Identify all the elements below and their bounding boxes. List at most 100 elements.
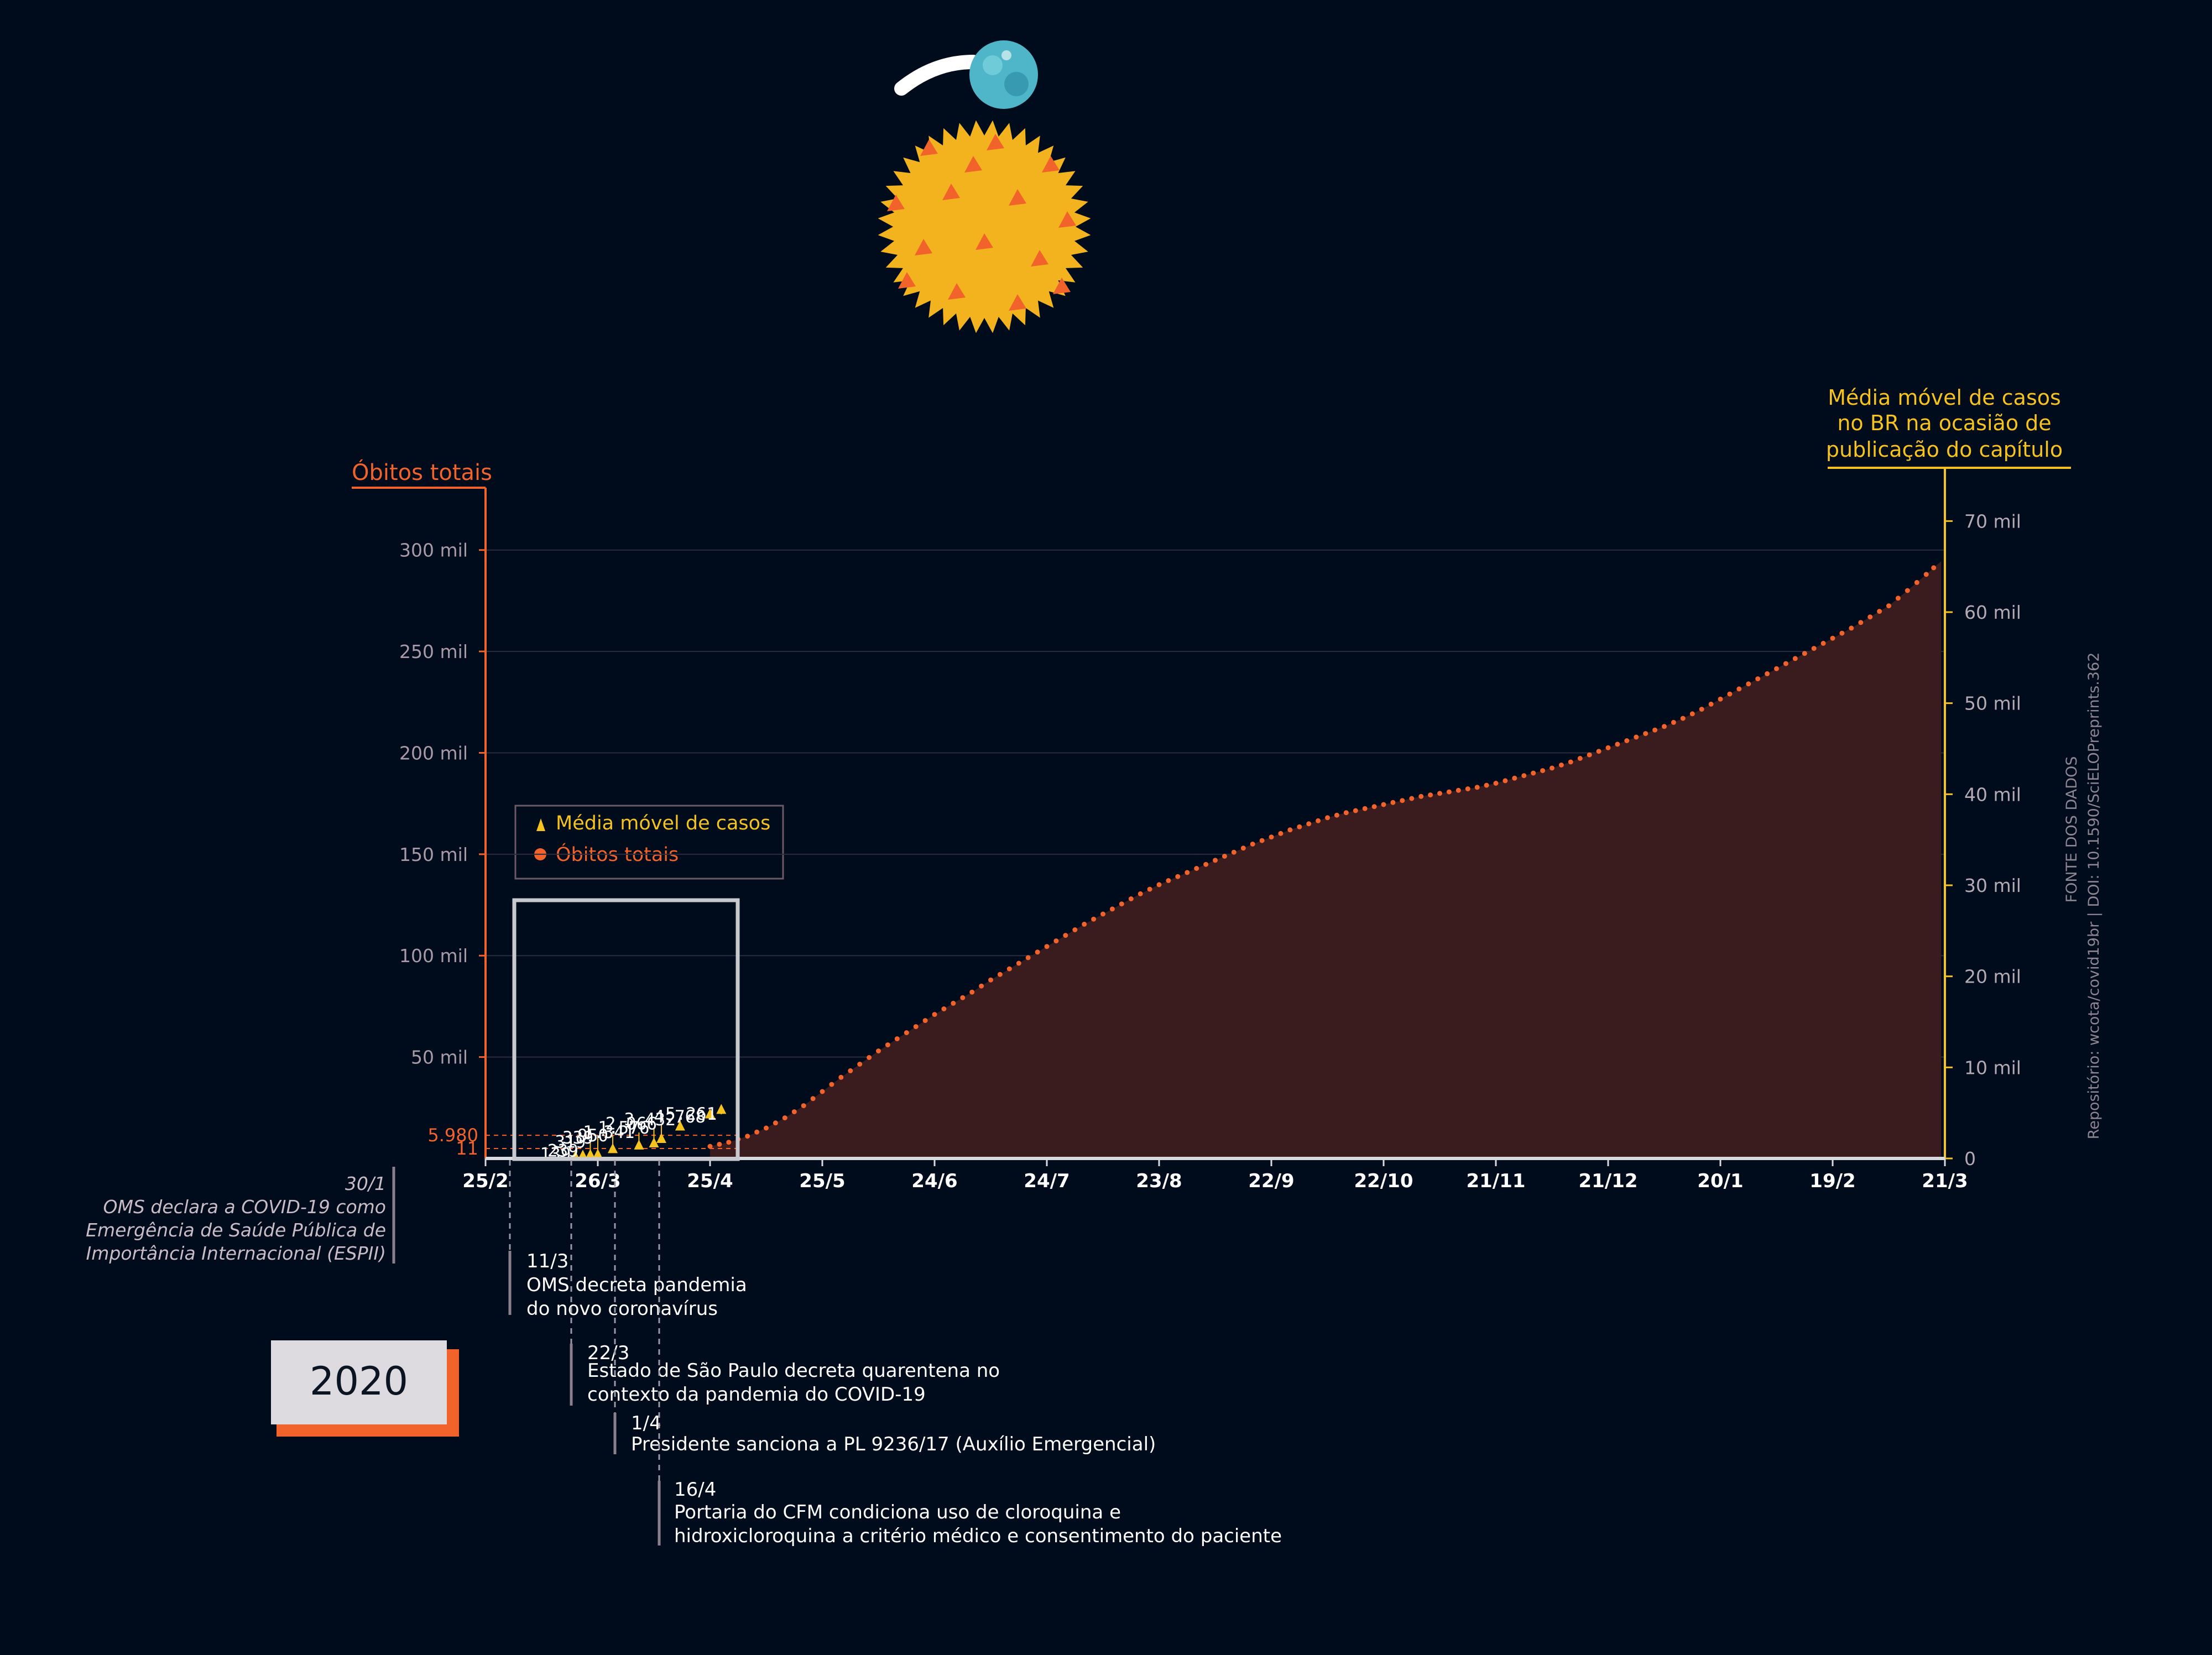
case-point-8 <box>675 1120 685 1131</box>
case-label-2: 319 <box>555 1132 586 1152</box>
deaths-point <box>1259 838 1265 843</box>
legend: Média móvel de casos Óbitos totais <box>514 805 784 880</box>
case-point-2 <box>585 1148 596 1159</box>
case-point-6 <box>649 1137 659 1148</box>
event-line-1-2: Emergência de Saúde Pública de <box>86 1219 386 1241</box>
deaths-point <box>1156 882 1162 887</box>
virus-spot-1 <box>987 134 1004 150</box>
source-line-2: Repositório: wcota/covid19br | DOI: 10.1… <box>2085 652 2103 1140</box>
x-tick-label-0: 25/2 <box>462 1170 508 1192</box>
deaths-point <box>707 1144 713 1149</box>
event-line-5-1: Portaria do CFM condiciona uso de cloroq… <box>674 1501 1121 1523</box>
deaths-point <box>1643 731 1648 737</box>
x-tick-label-1: 26/3 <box>575 1170 620 1192</box>
x-tick-label-7: 22/9 <box>1248 1170 1294 1192</box>
event-line-3-2: contexto da pandemia do COVID-19 <box>587 1383 926 1406</box>
deaths-point <box>941 1006 947 1011</box>
deaths-point <box>1437 791 1442 796</box>
deaths-point <box>1016 960 1021 966</box>
deaths-point <box>1278 831 1284 836</box>
case-point-7 <box>656 1132 667 1143</box>
right-tick-label-1: 10 mil <box>1964 1057 2021 1078</box>
earth-icon <box>894 40 1038 109</box>
right-axis-title: Média móvel de casos no BR na ocasião de… <box>1826 385 2063 462</box>
year-badge: 2020 <box>271 1340 459 1437</box>
deaths-point <box>1503 778 1508 784</box>
event-date-1: 30/1 <box>345 1173 386 1194</box>
deaths-point <box>1568 759 1573 765</box>
deaths-point <box>1082 921 1087 927</box>
event-line-1-3: Importância Internacional (ESPII) <box>86 1242 387 1264</box>
deaths-point <box>1053 938 1059 944</box>
virus-spot-6 <box>1058 211 1076 228</box>
deaths-point <box>1914 579 1919 585</box>
event-date-3: 22/3 <box>587 1342 629 1364</box>
deaths-point <box>1371 804 1377 810</box>
virus-core <box>893 135 1076 318</box>
deaths-point <box>1297 824 1302 829</box>
deaths-point <box>782 1115 787 1121</box>
right-axis-title-line-2: no BR na ocasião de <box>1837 411 2051 435</box>
x-tick-label-12: 19/2 <box>1809 1170 1855 1192</box>
deaths-point <box>1072 927 1078 932</box>
year-badge-label: 2020 <box>310 1359 408 1404</box>
deaths-point <box>1175 874 1181 879</box>
deaths-point <box>979 983 984 989</box>
deaths-point <box>1138 891 1143 896</box>
deaths-point <box>1765 671 1770 676</box>
deaths-point <box>1849 625 1854 631</box>
deaths-point <box>1774 666 1779 671</box>
deaths-point <box>1671 719 1676 725</box>
deaths-point <box>1558 763 1564 768</box>
event-line-5-2: hidroxicloroquina a critério médico e co… <box>674 1525 1282 1547</box>
x-tick-label-13: 21/3 <box>1922 1170 1968 1192</box>
illustrations <box>878 40 1091 333</box>
right-tick-label-3: 30 mil <box>1964 875 2021 896</box>
deaths-point <box>988 977 993 983</box>
event-date-4: 1/4 <box>631 1412 661 1434</box>
virus-icon <box>878 120 1091 333</box>
case-label-0: 139 <box>540 1145 571 1165</box>
source-line-1: FONTE DOS DADOS <box>2063 756 2080 903</box>
left-tick-label-4: 250 mil <box>399 641 468 662</box>
deaths-point <box>1587 752 1592 758</box>
x-tick-label-2: 25/4 <box>687 1170 733 1192</box>
deaths-point <box>1531 770 1536 776</box>
deaths-point <box>1727 691 1733 697</box>
case-label-7: 2.066 <box>606 1114 657 1134</box>
deaths-point <box>1905 588 1910 593</box>
deaths-point <box>1708 701 1714 707</box>
case-point-3 <box>593 1148 603 1159</box>
deaths-point <box>1166 878 1171 883</box>
deaths-point <box>1577 756 1583 761</box>
right-axis-title-line-1: Média móvel de casos <box>1828 385 2061 410</box>
left-tick-label-1: 100 mil <box>399 945 468 967</box>
deaths-point <box>1044 944 1050 949</box>
virus-spot-5 <box>1009 189 1026 206</box>
deaths-point <box>754 1129 760 1135</box>
x-tick-label-11: 20/1 <box>1697 1170 1743 1192</box>
deaths-point <box>1830 635 1835 641</box>
deaths-point <box>773 1120 778 1126</box>
deaths-point <box>1400 798 1405 803</box>
event-date-2: 11/3 <box>526 1250 568 1272</box>
timeline-events: 30/1 OMS declara a COVID-19 como Emergên… <box>86 1160 1282 1547</box>
deaths-point <box>1596 749 1601 754</box>
deaths-point <box>1381 802 1386 807</box>
deaths-point <box>1250 842 1255 847</box>
deaths-point <box>1213 858 1218 863</box>
event-line-2-2: do novo coronavírus <box>526 1298 718 1320</box>
virus-spot-8 <box>975 233 993 250</box>
deaths-point <box>1203 862 1209 867</box>
deaths-area <box>707 561 1942 1158</box>
event-line-1-1: OMS declara a COVID-19 como <box>103 1196 386 1218</box>
deaths-point <box>894 1036 900 1042</box>
right-tick-label-6: 60 mil <box>1964 602 2021 623</box>
deaths-point <box>1240 845 1246 851</box>
event-line-3-1: Estado de São Paulo decreta quarentena n… <box>587 1360 1000 1382</box>
deaths-point <box>1718 696 1723 702</box>
deaths-point <box>848 1068 853 1073</box>
deaths-point <box>1306 821 1312 827</box>
right-tick-label-7: 70 mil <box>1964 510 2021 532</box>
